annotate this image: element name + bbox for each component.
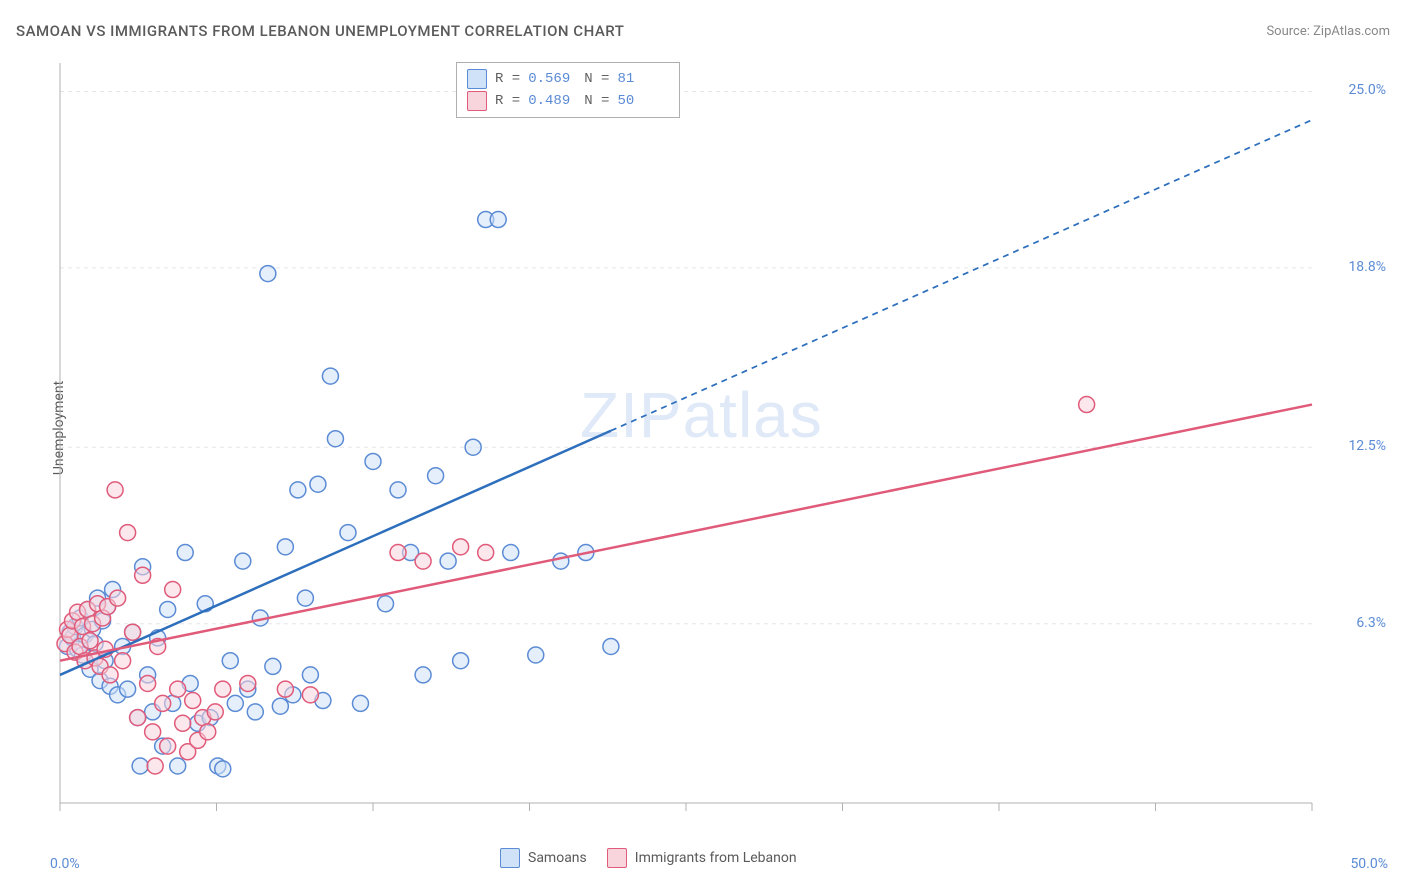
- legend: Samoans Immigrants from Lebanon: [500, 848, 797, 868]
- x-axis-max-label: 50.0%: [1350, 856, 1388, 872]
- correlation-stats-box: R = 0.569 N = 81 R = 0.489 N = 50: [456, 62, 680, 118]
- stats-row: R = 0.569 N = 81: [467, 68, 665, 90]
- scatter-chart: [48, 58, 1382, 833]
- r-label: R =: [495, 93, 520, 109]
- y-tick-label: 18.8%: [1348, 259, 1386, 275]
- n-value: 50: [617, 93, 665, 109]
- y-tick-label: 6.3%: [1356, 615, 1386, 631]
- source-link[interactable]: ZipAtlas.com: [1313, 24, 1390, 39]
- stats-row: R = 0.489 N = 50: [467, 90, 665, 112]
- n-label: N =: [584, 93, 609, 109]
- legend-label: Samoans: [528, 850, 587, 866]
- swatch-icon: [607, 848, 627, 868]
- x-axis-min-label: 0.0%: [50, 856, 80, 872]
- swatch-icon: [467, 91, 487, 111]
- header: SAMOAN VS IMMIGRANTS FROM LEBANON UNEMPL…: [16, 22, 1390, 40]
- y-tick-label: 12.5%: [1348, 438, 1386, 454]
- source-attribution: Source: ZipAtlas.com: [1266, 24, 1390, 39]
- r-label: R =: [495, 71, 520, 87]
- legend-item: Samoans: [500, 848, 587, 868]
- legend-label: Immigrants from Lebanon: [635, 850, 797, 866]
- chart-title: SAMOAN VS IMMIGRANTS FROM LEBANON UNEMPL…: [16, 22, 624, 40]
- y-tick-label: 25.0%: [1348, 82, 1386, 98]
- legend-item: Immigrants from Lebanon: [607, 848, 797, 868]
- swatch-icon: [500, 848, 520, 868]
- r-value: 0.489: [528, 93, 576, 109]
- r-value: 0.569: [528, 71, 576, 87]
- swatch-icon: [467, 69, 487, 89]
- source-label: Source:: [1266, 24, 1309, 39]
- n-value: 81: [617, 71, 665, 87]
- n-label: N =: [584, 71, 609, 87]
